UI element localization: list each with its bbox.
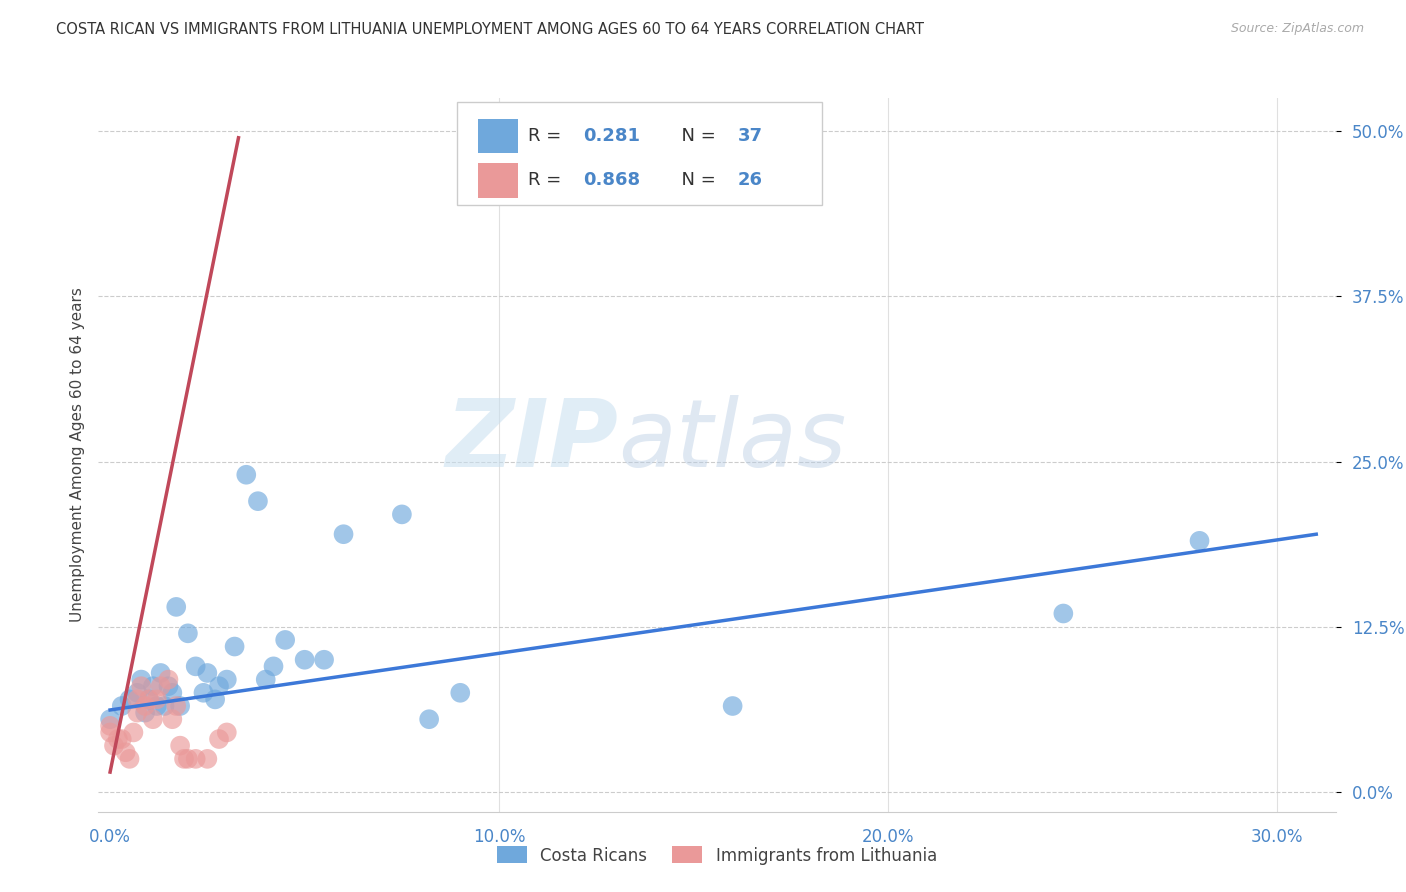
Point	[153, 698, 176, 713]
Point	[1188, 533, 1211, 548]
Point	[254, 673, 277, 687]
Point	[111, 698, 134, 713]
Point	[418, 712, 440, 726]
Point	[177, 626, 200, 640]
Point	[274, 632, 297, 647]
Point	[177, 752, 200, 766]
FancyBboxPatch shape	[457, 102, 823, 205]
Point	[235, 467, 257, 482]
Text: 0.868: 0.868	[583, 171, 641, 189]
Point	[118, 752, 141, 766]
Point	[224, 640, 246, 654]
Point	[114, 745, 136, 759]
Point	[142, 712, 165, 726]
Point	[391, 508, 413, 522]
Point	[195, 752, 218, 766]
Point	[98, 712, 121, 726]
Point	[173, 752, 195, 766]
Point	[204, 692, 226, 706]
Text: Source: ZipAtlas.com: Source: ZipAtlas.com	[1230, 22, 1364, 36]
Point	[127, 692, 149, 706]
Point	[98, 719, 121, 733]
Point	[142, 679, 165, 693]
Point	[208, 679, 231, 693]
Point	[1052, 607, 1074, 621]
Point	[107, 732, 129, 747]
Text: 26: 26	[738, 171, 763, 189]
Point	[162, 686, 184, 700]
Text: N =: N =	[671, 171, 721, 189]
Point	[129, 679, 152, 693]
Point	[193, 686, 215, 700]
Point	[118, 692, 141, 706]
Point	[184, 752, 207, 766]
Point	[149, 665, 172, 680]
Point	[134, 698, 156, 713]
Point	[314, 653, 336, 667]
Point	[98, 725, 121, 739]
Point	[721, 698, 744, 713]
Point	[149, 679, 172, 693]
FancyBboxPatch shape	[478, 119, 517, 153]
Text: 0.281: 0.281	[583, 127, 641, 145]
Point	[263, 659, 285, 673]
Point	[122, 725, 145, 739]
Legend: Costa Ricans, Immigrants from Lithuania: Costa Ricans, Immigrants from Lithuania	[491, 839, 943, 871]
Point	[162, 712, 184, 726]
Point	[195, 665, 218, 680]
Point	[332, 527, 354, 541]
Point	[215, 725, 238, 739]
Point	[165, 599, 187, 614]
Point	[169, 739, 191, 753]
Point	[165, 698, 187, 713]
Point	[146, 692, 169, 706]
Point	[246, 494, 269, 508]
Point	[169, 698, 191, 713]
Text: ZIP: ZIP	[446, 394, 619, 487]
Point	[157, 673, 180, 687]
Point	[138, 692, 160, 706]
Point	[146, 698, 169, 713]
Point	[127, 706, 149, 720]
FancyBboxPatch shape	[478, 163, 517, 197]
Text: COSTA RICAN VS IMMIGRANTS FROM LITHUANIA UNEMPLOYMENT AMONG AGES 60 TO 64 YEARS : COSTA RICAN VS IMMIGRANTS FROM LITHUANIA…	[56, 22, 924, 37]
Point	[103, 739, 125, 753]
Text: atlas: atlas	[619, 395, 846, 486]
Point	[111, 732, 134, 747]
Point	[129, 673, 152, 687]
Text: R =: R =	[527, 127, 567, 145]
Point	[208, 732, 231, 747]
Point	[215, 673, 238, 687]
Point	[134, 706, 156, 720]
Y-axis label: Unemployment Among Ages 60 to 64 years: Unemployment Among Ages 60 to 64 years	[69, 287, 84, 623]
Point	[449, 686, 471, 700]
Point	[138, 692, 160, 706]
Point	[127, 686, 149, 700]
Point	[294, 653, 316, 667]
Text: R =: R =	[527, 171, 567, 189]
Point	[184, 659, 207, 673]
Text: 37: 37	[738, 127, 763, 145]
Point	[157, 679, 180, 693]
Text: N =: N =	[671, 127, 721, 145]
